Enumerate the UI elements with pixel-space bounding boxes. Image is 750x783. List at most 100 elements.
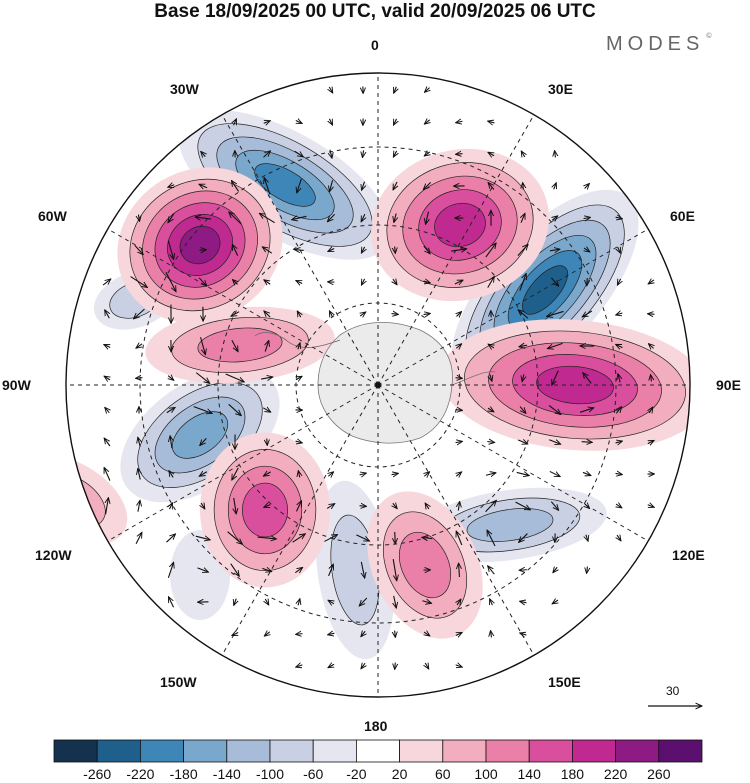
wind-vector [105,310,110,319]
lon-label-120e: 120E [672,547,705,563]
wind-vector [356,534,369,542]
anomaly-contour-line [254,163,316,207]
wind-vector [394,213,396,223]
colorbar-tick-label: 180 [560,766,585,782]
wind-vector [647,505,655,508]
wind-vector [103,467,111,481]
lon-label-60w: 60W [38,208,67,224]
wind-vector [199,472,208,477]
wind-vector [168,212,175,222]
wind-vector [519,570,527,571]
colorbar-tick-label: 60 [435,766,451,782]
wind-vector [394,86,397,93]
wind-vector [136,344,143,348]
wind-vector [458,501,459,511]
colorbar-swatch [269,739,314,763]
wind-vector [361,631,365,636]
anomaly-contour-line [197,327,283,363]
meridian-line [377,228,649,386]
wind-vector [265,340,269,352]
wind-vector [488,408,494,412]
anomaly-contour-line [242,482,288,538]
wind-vector [554,183,556,190]
wind-vector [520,633,527,635]
anomaly-contour-line [213,448,317,572]
anomaly-contour-line [66,471,106,529]
wind-vector [294,150,304,157]
wind-vector [359,473,367,475]
colorbar-tick-label: 140 [517,766,541,782]
wind-vector [229,212,242,225]
wind-vector [169,503,172,510]
wind-vector [362,150,363,157]
wind-vector [585,183,590,188]
wind-vector [615,441,623,443]
wind-vector [454,279,463,284]
colorbar-swatch [53,739,98,763]
anomaly-contour-fill [197,327,283,363]
wind-vector [231,312,240,317]
wind-vector [292,534,306,543]
wind-vector [359,506,367,507]
wind-vector [550,277,558,286]
wind-vector [394,595,397,608]
wind-vector [328,664,334,667]
wind-vector [648,344,653,349]
wind-vector [487,530,496,547]
wind-vector [455,665,463,667]
wind-vector [579,408,594,413]
wind-vector [225,373,245,382]
wind-vector [547,342,563,348]
colorbar-swatch [442,739,487,763]
wind-vector [586,534,588,542]
negative-anomaly-center [178,110,392,260]
wind-vector [193,406,213,414]
wind-vector [328,564,334,577]
wind-vector [487,441,494,442]
wind-vector [616,313,623,315]
wind-vector [488,344,494,348]
wind-vector [615,217,623,219]
lon-label-150e: 150E [548,674,581,690]
wind-vector [234,497,237,514]
colorbar-tick-label: -60 [303,766,324,782]
wind-vector [262,568,271,571]
anomaly-contour-line [179,225,221,265]
wind-vector [329,119,332,125]
wind-vector [329,311,332,317]
wind-vector [199,250,207,251]
wind-vector [547,310,564,316]
wind-vector [455,378,463,379]
wind-vector [456,531,463,546]
wind-vector [618,374,620,383]
wind-vector [517,244,528,257]
wind-vector [197,568,208,572]
wind-vector [391,314,399,315]
wind-vector [295,567,302,572]
wind-vector [264,311,271,318]
wind-vector [328,248,335,253]
wind-vector [488,121,495,123]
colorbar-tick-label: 20 [391,766,408,782]
wind-vector [324,535,337,542]
wind-vector [648,440,654,443]
colorbar-swatch [572,739,617,763]
wind-vector [168,185,175,188]
wind-vector [490,599,493,606]
wind-vector [616,407,621,414]
anomaly-contour-fill [179,226,221,264]
colorbar [53,739,703,763]
wind-vector [138,437,140,447]
anomaly-contour-line [398,531,452,599]
wind-vector [519,533,528,543]
wind-vector [424,472,429,476]
wind-vector [519,345,528,347]
colorbar-swatch [96,739,141,763]
anomaly-contour-line [227,465,303,555]
wind-vector [104,376,110,380]
wind-vector [295,501,303,512]
wind-vector [455,441,463,442]
wind-vector [359,597,368,606]
wind-vector [393,503,397,508]
